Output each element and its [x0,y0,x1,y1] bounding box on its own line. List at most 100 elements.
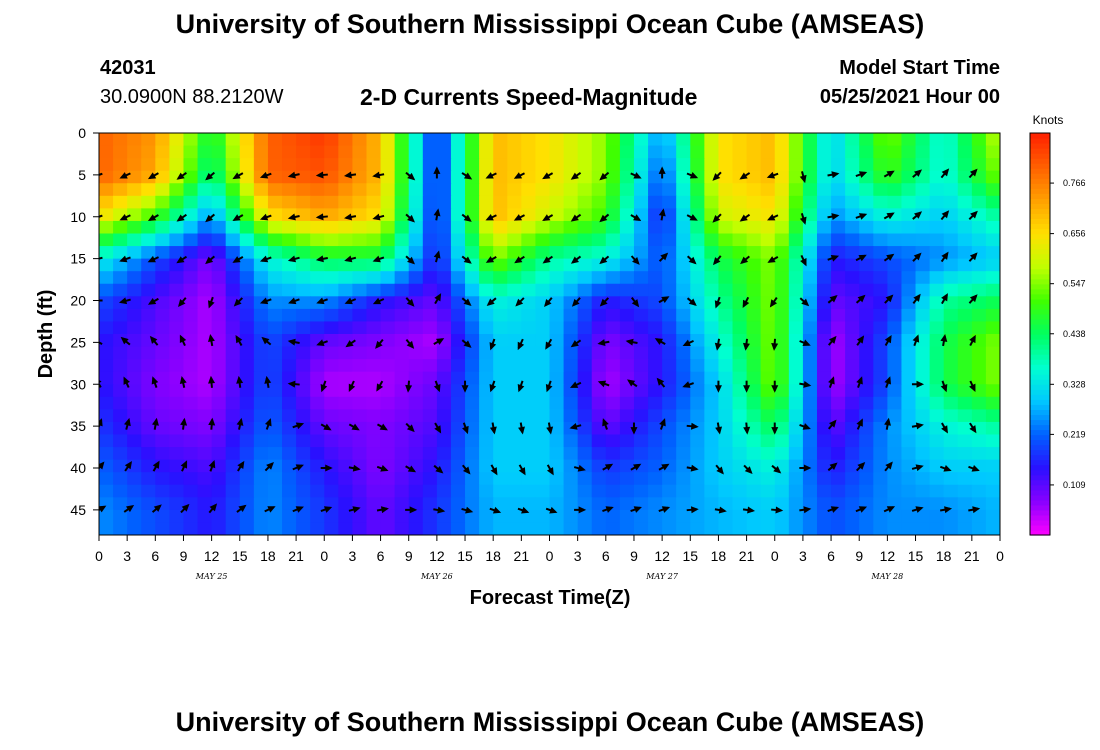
heatmap-cell [352,359,368,373]
current-arrow [434,293,442,305]
heatmap-cell [465,296,480,310]
heatmap-cell [155,421,170,436]
current-arrow [599,213,610,223]
heatmap-cell [774,497,790,511]
heatmap-cell [943,396,959,410]
heatmap-cell [465,472,480,486]
heatmap-cell [563,183,579,197]
heatmap-cell [676,133,691,147]
heatmap-cell [831,472,846,486]
heatmap-cell [183,145,199,159]
heatmap-cell [267,233,283,247]
colorbar-step [1030,253,1050,260]
current-arrow [236,504,247,513]
heatmap-cell [577,384,593,398]
heatmap-cell [943,308,959,323]
heatmap-cell [760,447,776,461]
heatmap-cell [239,346,255,360]
heatmap-cell [718,208,734,222]
heatmap-cell [859,258,874,272]
current-arrow [489,338,497,351]
heatmap-cell [676,158,691,172]
heatmap-cell [408,308,424,323]
heatmap-cell [985,409,1000,423]
current-arrow [686,297,697,306]
heatmap-cell [605,233,621,247]
colorbar-step [1030,228,1050,235]
heatmap-cell [915,371,931,385]
heatmap-cell [633,396,649,410]
heatmap-cell [549,334,565,348]
heatmap-cell [211,283,227,297]
heatmap-cell [704,421,720,436]
y-tick-label: 35 [70,418,86,434]
heatmap-cell [324,484,339,498]
heatmap-cell [296,183,311,197]
heatmap-cell [985,484,1000,498]
heatmap-cell [873,371,888,385]
heatmap-cell [732,308,748,323]
heatmap-cell [845,208,860,222]
heatmap-cell [338,359,354,373]
current-arrow [742,506,756,514]
current-arrow [433,338,445,346]
current-arrow [799,423,811,430]
heatmap-cell [648,283,663,297]
heatmap-cell [197,145,213,159]
heatmap-cell [873,283,888,297]
current-arrow [630,506,642,513]
heatmap-cell [802,434,818,448]
heatmap-cell [788,384,804,398]
heatmap-cell [788,421,804,436]
heatmap-cell [718,421,734,436]
heatmap-cell [408,447,424,461]
heatmap-cell [521,384,537,398]
heatmap-cell [380,233,396,247]
heatmap-cell [211,396,227,410]
heatmap-cell [690,434,705,448]
heatmap-cell [465,359,480,373]
heatmap-cell [296,321,311,335]
current-arrow [941,422,948,434]
heatmap-cell [831,321,846,335]
heatmap-cell [831,308,846,323]
heatmap-cell [197,220,213,235]
heatmap-cell [479,195,494,209]
heatmap-cell [662,447,677,461]
heatmap-cell [985,220,1000,235]
heatmap-cell [155,384,170,398]
heatmap-cell [422,296,438,310]
heatmap-cell [746,434,762,448]
heatmap-cell [746,283,762,297]
heatmap-cell [507,371,522,385]
current-arrow [911,422,924,430]
heatmap-cell [380,472,396,486]
heatmap-cell [253,346,269,360]
heatmap-cell [957,133,973,147]
heatmap-cell [352,509,368,524]
heatmap-cell [605,208,621,222]
heatmap-cell [943,384,959,398]
heatmap-cell [718,334,734,348]
heatmap-cell [816,359,832,373]
heatmap-cell [704,246,720,260]
heatmap-cell [521,183,537,197]
heatmap-cell [633,484,649,498]
heatmap-cell [816,233,832,247]
heatmap-cell [422,371,438,385]
heatmap-cell [929,308,945,323]
current-arrow [151,504,162,513]
heatmap-cell [859,359,874,373]
heatmap-cell [408,183,424,197]
current-arrow [292,506,304,513]
heatmap-cell [619,321,635,335]
heatmap-cell [831,434,846,448]
heatmap-cell [338,472,354,486]
heatmap-cell [380,334,396,348]
heatmap-cell [690,384,705,398]
heatmap-cell [845,359,860,373]
heatmap-cell [127,396,142,410]
heatmap-cell [450,321,466,335]
current-arrow [208,417,216,430]
heatmap-cell [253,396,269,410]
